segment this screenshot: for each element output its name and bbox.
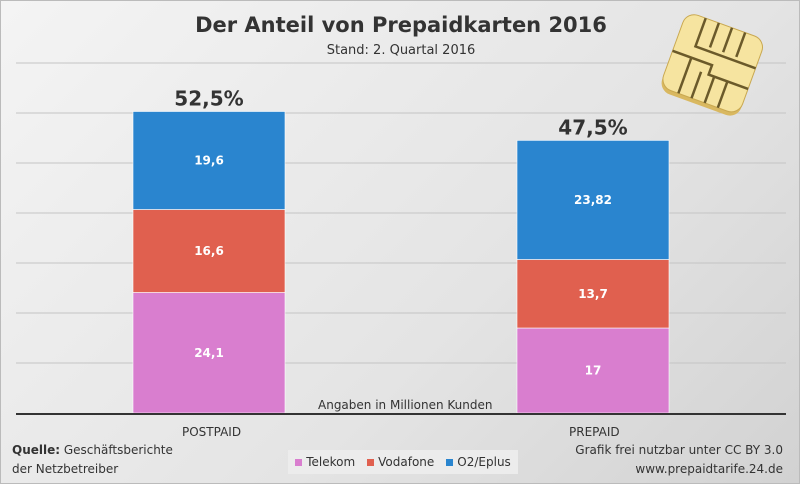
legend: Telekom Vodafone O2/Eplus <box>288 450 518 474</box>
x-tick-postpaid: POSTPAID <box>182 425 242 439</box>
source-text: Geschäftsberichte <box>63 443 173 457</box>
legend-item-telekom: Telekom <box>295 455 355 469</box>
total-label: 47,5% <box>558 115 627 139</box>
source-line2: der Netzbetreiber <box>12 462 119 476</box>
annotation: Angaben in Millionen Kunden <box>318 398 493 412</box>
source-line1: Quelle: Geschäftsberichte <box>12 443 173 457</box>
data-label: 23,82 <box>574 193 612 207</box>
data-label: 19,6 <box>194 154 224 168</box>
bar-segment-o2eplus <box>516 140 670 260</box>
chart-title: Der Anteil von Prepaidkarten 2016 <box>195 13 607 37</box>
legend-item-vodafone: Vodafone <box>367 455 434 469</box>
license-text: Grafik frei nutzbar unter CC BY 3.0 <box>575 443 783 457</box>
bar-segment-telekom <box>516 327 670 414</box>
website-text: www.prepaidtarife.24.de <box>635 462 783 476</box>
data-label: 16,6 <box>194 244 224 258</box>
chart-subtitle: Stand: 2. Quartal 2016 <box>326 43 476 58</box>
source-label: Quelle: <box>12 443 61 457</box>
total-label: 52,5% <box>174 87 243 111</box>
sim-chip-icon <box>661 14 763 116</box>
bar-segment-o2eplus <box>132 111 286 210</box>
legend-item-o2: O2/Eplus <box>446 455 511 469</box>
x-tick-prepaid: PREPAID <box>569 425 620 439</box>
data-label: 13,7 <box>578 287 608 301</box>
data-label: 24,1 <box>194 346 224 360</box>
bar-segment-vodafone <box>132 209 286 293</box>
data-label: 17 <box>585 364 602 378</box>
